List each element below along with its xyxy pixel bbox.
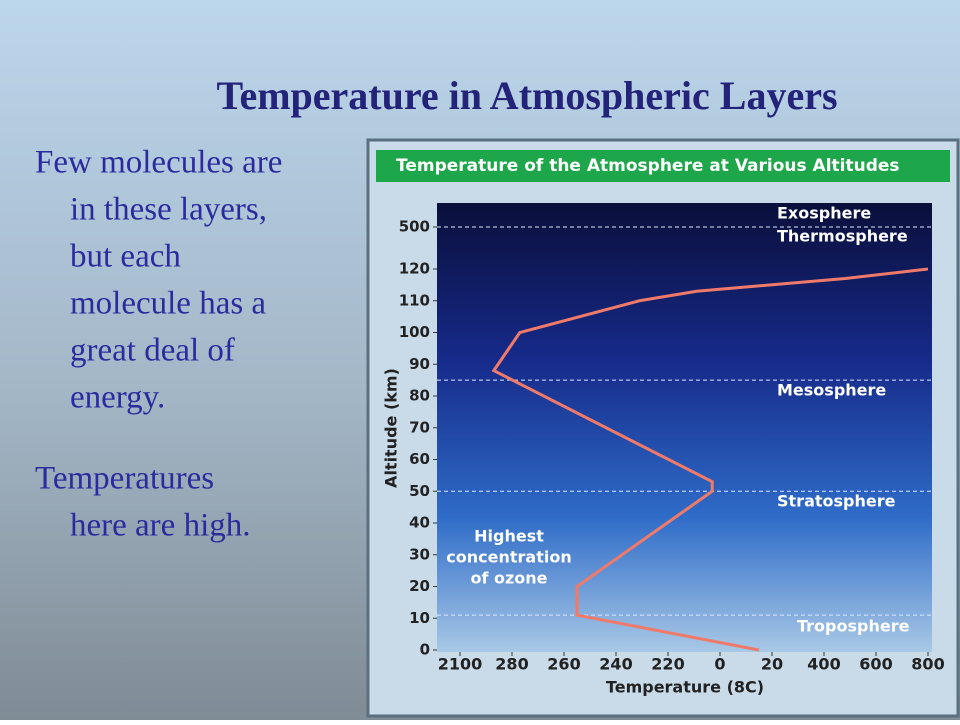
layer-label: Stratosphere — [777, 492, 896, 511]
y-tick-label: 100 — [399, 323, 430, 341]
layer-label: Thermosphere — [777, 227, 908, 246]
y-tick-label: 50 — [409, 482, 430, 500]
body-text: here are high. — [70, 508, 251, 544]
body-text: in these layers, — [70, 192, 267, 228]
annotation: Highest — [474, 527, 544, 546]
x-tick-label: 0 — [714, 655, 725, 674]
temperature-line — [491, 267, 929, 652]
x-tick-label: 800 — [911, 655, 944, 674]
chart-title: Temperature of the Atmosphere at Various… — [396, 156, 900, 176]
x-tick-label: 2100 — [438, 655, 483, 674]
body-text: but each — [70, 239, 181, 275]
y-tick-label: 0 — [420, 641, 430, 659]
y-tick-label: 60 — [409, 450, 430, 468]
body-text: Temperatures — [35, 461, 214, 497]
y-tick-label: 90 — [409, 355, 430, 373]
x-tick-label: 20 — [761, 655, 783, 674]
y-tick-label: 80 — [409, 387, 430, 405]
chart-header — [376, 150, 950, 182]
x-axis-label: Temperature (8C) — [606, 678, 764, 697]
body-text: great deal of — [70, 333, 235, 369]
y-axis-label: Altitude (km) — [382, 368, 401, 488]
y-tick-label: 30 — [409, 545, 430, 563]
y-tick-label: 70 — [409, 418, 430, 436]
body-text: molecule has a — [70, 286, 266, 322]
annotation: of ozone — [470, 569, 547, 588]
annotation: concentration — [446, 548, 571, 567]
x-tick-label: 280 — [495, 655, 528, 674]
x-tick-label: 400 — [807, 655, 840, 674]
chart: 2100 280 260 240 220 0 20 400 600 800 0 10 20 30 40 50 6… — [382, 204, 945, 697]
y-tick-label: 110 — [399, 291, 430, 309]
y-tick-label: 500 — [399, 218, 430, 236]
x-tick-label: 600 — [859, 655, 892, 674]
layer-label: Troposphere — [797, 617, 910, 636]
body-text: energy. — [70, 380, 165, 416]
layer-label: Exosphere — [777, 204, 871, 223]
slide-title: Temperature in Atmospheric Layers — [216, 73, 837, 118]
x-tick-label: 240 — [599, 655, 632, 674]
x-tick-label: 260 — [547, 655, 580, 674]
y-tick-label: 10 — [409, 609, 430, 627]
y-tick-label: 120 — [399, 260, 430, 278]
layer-label: Mesosphere — [777, 381, 886, 400]
x-tick-label: 220 — [651, 655, 684, 674]
y-tick-label: 40 — [409, 514, 430, 532]
y-tick-label: 20 — [409, 577, 430, 595]
body-text: Few molecules are — [35, 145, 282, 181]
